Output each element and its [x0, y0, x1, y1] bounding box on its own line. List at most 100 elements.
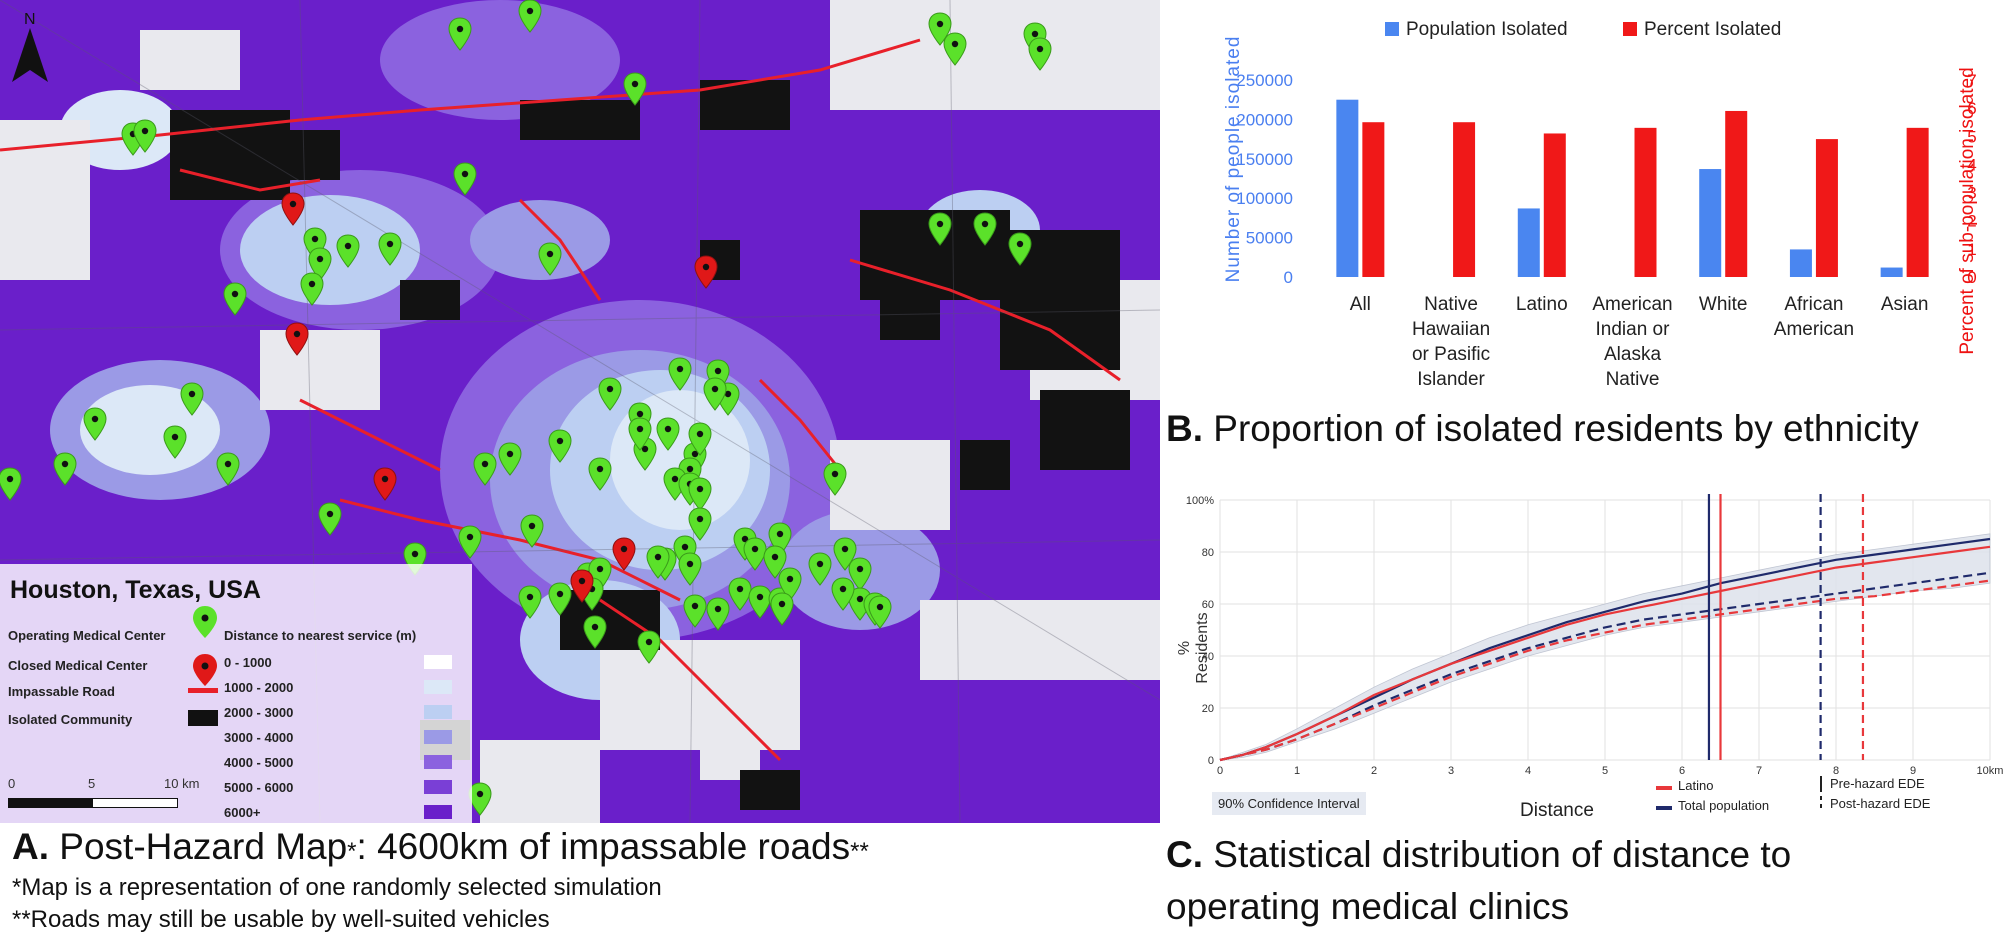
operating-pin-icon [823, 462, 847, 496]
legend-post-swatch-a [1820, 796, 1822, 800]
operating-pin-icon [448, 17, 472, 51]
caption-b: B. Proportion of isolated residents by e… [1166, 408, 1919, 449]
distance-range-swatch [424, 805, 452, 819]
x-tick: 9 [1910, 765, 1916, 777]
distance-range-label: 2000 - 3000 [224, 705, 294, 720]
distance-range-item: 3000 - 4000 [224, 727, 464, 749]
scale-ten: 10 km [164, 776, 200, 791]
distance-range-item: 2000 - 3000 [224, 702, 464, 724]
category-label-line: Indian or [1595, 319, 1670, 340]
north-label: N [24, 11, 36, 28]
operating-pin-icon [318, 502, 342, 536]
closed-pin-icon [285, 322, 309, 356]
x-tick: 4 [1525, 765, 1531, 777]
operating-pin-icon [668, 357, 692, 391]
category-label: White [1668, 292, 1778, 317]
category-label-line: Native [1424, 294, 1478, 315]
category-label-line: Asian [1880, 294, 1929, 315]
x-tick: 8 [1833, 765, 1839, 777]
bar-percent [1543, 133, 1566, 277]
x-tick: 10km [1977, 765, 2004, 777]
distance-range-item: 6000+ [224, 802, 464, 823]
operating-pin-icon [520, 514, 544, 548]
bar-percent [1906, 127, 1929, 277]
operating-pin-icon [300, 272, 324, 306]
distance-range-item: 4000 - 5000 [224, 752, 464, 774]
legend-population-swatch [1385, 22, 1399, 36]
operating-pin-icon [163, 425, 187, 459]
y-tick: 100% [1186, 495, 1214, 507]
distance-range-label: 0 - 1000 [224, 655, 272, 670]
legend-percent-label: Percent Isolated [1644, 19, 1782, 40]
line-chart-svg: 0 20 40 60 80 100% 0 1 2 3 4 5 6 7 8 9 10km [1186, 494, 2004, 777]
y-tick-left: 50000 [1246, 229, 1293, 248]
closed-pin-icon [612, 537, 636, 571]
category-label: African American [1759, 292, 1869, 342]
legend-road-swatch [188, 688, 218, 693]
operating-pin-icon [83, 407, 107, 441]
legend-latino-swatch [1656, 786, 1672, 790]
y-tick-left: 200000 [1236, 110, 1293, 129]
bar-population [1789, 249, 1812, 277]
legend-total-label: Total population [1678, 798, 1770, 813]
legend-percent-swatch [1623, 22, 1637, 36]
legend-total-swatch [1656, 806, 1672, 810]
operating-pin-icon [703, 377, 727, 411]
y-tick-right: 2 [1967, 212, 1976, 231]
scale-five: 5 [88, 776, 96, 791]
impassable-roads [0, 38, 1121, 762]
north-arrow-icon [12, 28, 48, 82]
caption-a: A. Post-Hazard Map*: 4600km of impassabl… [12, 826, 869, 867]
operating-pin-icon [548, 429, 572, 463]
y-tick: 20 [1202, 703, 1214, 715]
operating-pin-icon [683, 594, 707, 628]
bar-population [1880, 267, 1903, 277]
y-tick-right: 3 [1967, 184, 1976, 203]
operating-pin-icon [688, 507, 712, 541]
bar-percent [1815, 139, 1838, 277]
x-tick: 7 [1756, 765, 1762, 777]
non-residential-areas [0, 0, 1160, 823]
y-tick: 80 [1202, 547, 1214, 559]
distance-range-label: 6000+ [224, 805, 261, 820]
legend-operating-label: Operating Medical Center [8, 628, 166, 643]
y-tick-left: 150000 [1236, 150, 1293, 169]
operating-pin-icon [518, 585, 542, 619]
operating-pin-icon [743, 537, 767, 571]
operating-pin-icon [53, 452, 77, 486]
operating-pin-icon [538, 242, 562, 276]
legend-population-label: Population Isolated [1406, 19, 1568, 40]
bar-population [1517, 208, 1540, 277]
operating-pin-icon [223, 282, 247, 316]
category-label: Asian [1850, 292, 1960, 317]
distance-range-item: 1000 - 2000 [224, 677, 464, 699]
legend-closed-label: Closed Medical Center [8, 658, 148, 673]
x-tick: 2 [1371, 765, 1377, 777]
closed-centers [281, 192, 718, 603]
y-tick-right: 4 [1967, 155, 1976, 174]
legend-pin-icons [193, 606, 217, 686]
y-tick-right: 6 [1967, 99, 1976, 118]
distance-range-swatch [424, 755, 452, 769]
distance-range-swatch [424, 780, 452, 794]
operating-pin-icon [453, 162, 477, 196]
y-tick: 0 [1208, 755, 1214, 767]
map-canvas: N [0, 0, 1160, 823]
caption-note-1: *Map is a representation of one randomly… [12, 874, 662, 901]
x-tick: 3 [1448, 765, 1454, 777]
operating-pin-icon [706, 597, 730, 631]
operating-pin-icon [646, 545, 670, 579]
map-title: Houston, Texas, USA [10, 576, 261, 604]
operating-pin-icon [943, 32, 967, 66]
scale-bar-dark [8, 798, 94, 808]
closed-pin-icon [193, 654, 217, 686]
bar-chart-panel: Population Isolated Percent Isolated Num… [1160, 0, 2006, 470]
scale-zero: 0 [8, 776, 16, 791]
category-label: Latino [1487, 292, 1597, 317]
category-label-line: Latino [1515, 294, 1568, 315]
hazard-map: N Houston, Texas, USA Operating Medical … [0, 0, 1160, 823]
legend-distance-header: Distance to nearest service (m) [224, 628, 417, 643]
legend-pre-label: Pre-hazard EDE [1830, 776, 1925, 791]
operating-pin-icon [688, 422, 712, 456]
legend-post-label: Post-hazard EDE [1830, 796, 1931, 811]
